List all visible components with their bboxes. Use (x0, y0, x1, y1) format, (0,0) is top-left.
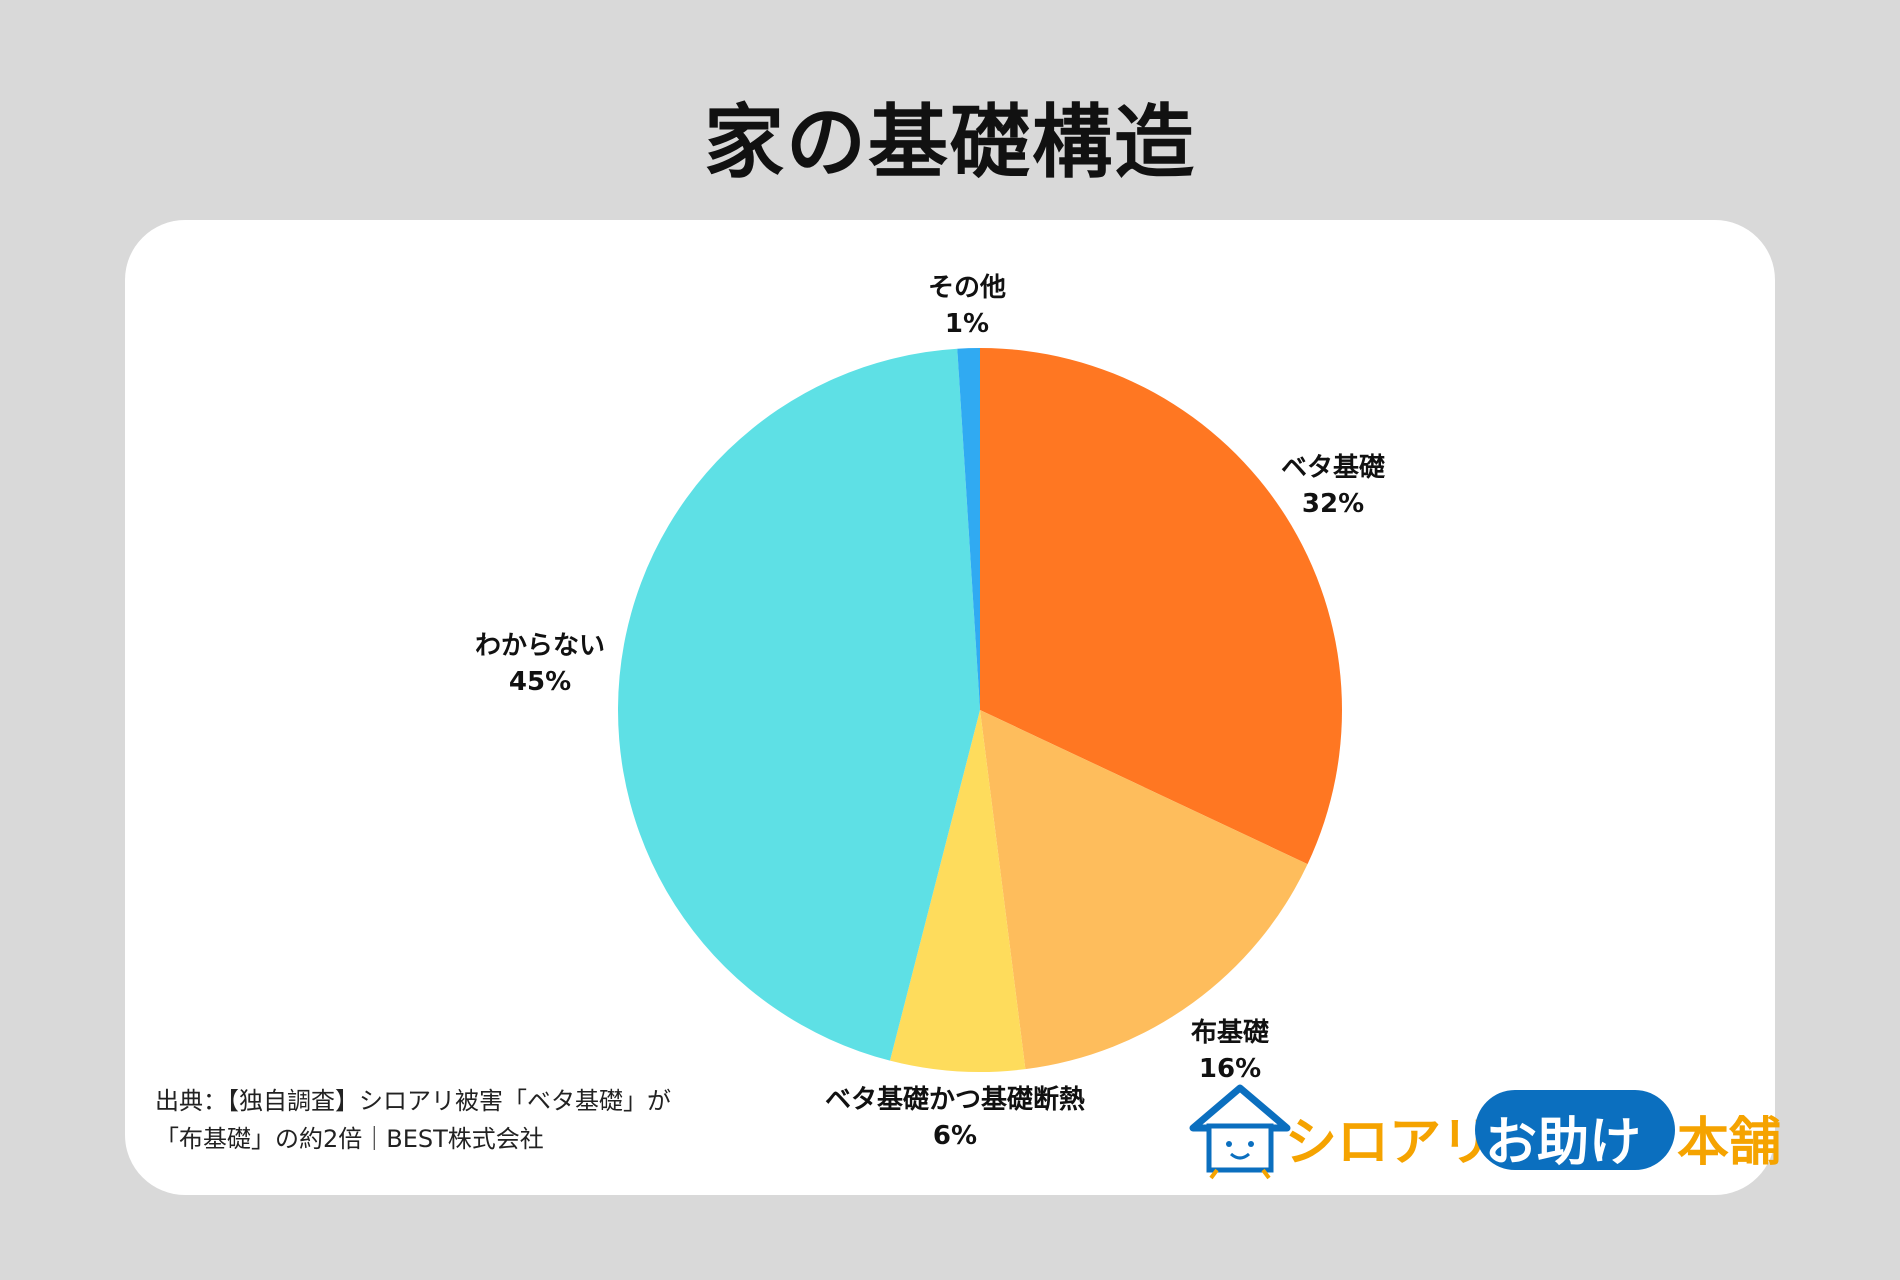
label-unknown: わからない 45% (474, 631, 606, 697)
label-other: その他 1% (927, 273, 1007, 339)
logo-tail-text: 本舗 (1677, 1113, 1782, 1173)
slice-nuno (980, 710, 1308, 1070)
slice-other (957, 348, 980, 710)
slice-unknown (618, 348, 980, 1061)
slice-beta (980, 348, 1342, 865)
label-nuno: 布基礎 16% (1190, 1018, 1270, 1084)
source-note: 出典：【独自調査】シロアリ被害「ベタ基礎」が 「布基礎」の約2倍｜BEST株式会… (155, 1087, 671, 1153)
label-beta: ベタ基礎 32% (1280, 453, 1386, 519)
logo-main-text: シロアリ (1285, 1113, 1494, 1173)
logo-bubble (1475, 1090, 1675, 1170)
brand-logo: シロアリ お助け 本舗 (1185, 1080, 1781, 1180)
slice-beta-insulation (889, 710, 1026, 1072)
pie-chart (618, 348, 1342, 1072)
chart-card: ベタ基礎 32% 布基礎 16% ベタ基礎かつ基礎断熱 6% わからない 45%… (125, 220, 1781, 1195)
logo-bubble-text: お助け (1485, 1113, 1642, 1173)
label-beta-insulation: ベタ基礎かつ基礎断熱 6% (824, 1085, 1086, 1151)
chart-title: 家の基礎構造 (704, 96, 1196, 189)
house-icon (1189, 1084, 1291, 1180)
